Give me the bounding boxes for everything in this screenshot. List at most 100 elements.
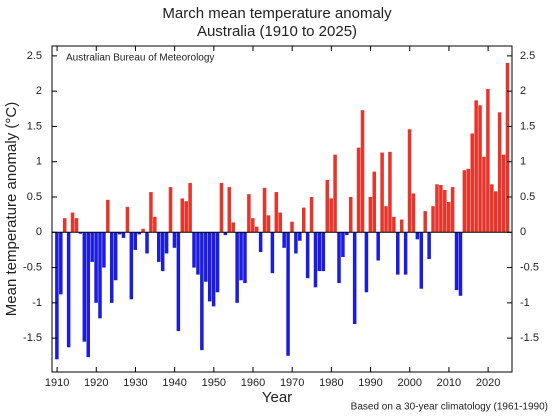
bar	[251, 218, 255, 233]
y2-tick-label: -1.5	[520, 332, 539, 344]
bar	[341, 232, 345, 257]
y2-tick-label: 1	[520, 156, 526, 168]
bar	[227, 187, 232, 233]
bar	[313, 232, 318, 288]
bar	[172, 232, 177, 248]
x-tick-label: 1940	[162, 377, 186, 389]
bar	[317, 232, 322, 272]
y-tick-label: 1	[36, 156, 42, 168]
y-tick-label: 0.5	[27, 191, 42, 203]
bar	[180, 198, 185, 233]
bar	[384, 206, 388, 233]
plot-frame	[51, 45, 513, 373]
bar	[82, 232, 87, 342]
bar	[188, 182, 192, 233]
bar	[337, 232, 341, 284]
bar	[364, 232, 369, 293]
bar	[160, 232, 165, 272]
bar	[176, 232, 181, 332]
y2-tick-label: 0.5	[520, 191, 535, 203]
bar	[446, 201, 451, 233]
bar	[443, 189, 447, 233]
bar	[466, 168, 471, 233]
y2-tick-label: 2	[520, 85, 526, 97]
bar	[396, 232, 400, 275]
bar	[325, 180, 330, 233]
bar	[407, 129, 412, 233]
bar	[149, 192, 153, 233]
bar	[196, 232, 200, 275]
bar	[329, 198, 333, 233]
x-tick-label: 1950	[202, 377, 226, 389]
y-tick-label: 2.5	[27, 50, 42, 62]
bar	[231, 222, 235, 233]
bar	[505, 62, 510, 233]
x-tick-label: 1990	[358, 377, 382, 389]
y2-tick-label: 2.5	[520, 50, 535, 62]
x-tick-label: 1980	[319, 377, 343, 389]
bar	[254, 226, 259, 233]
bar	[215, 232, 220, 293]
bar	[262, 187, 267, 233]
chart-subtitle: Australia (1910 to 2025)	[197, 23, 357, 40]
bar	[78, 232, 83, 234]
bar	[274, 192, 279, 233]
bar	[399, 219, 404, 233]
bar	[301, 207, 306, 233]
bar	[305, 232, 310, 279]
bar	[94, 232, 98, 303]
bar	[90, 232, 94, 262]
bar	[290, 221, 294, 233]
bar	[192, 232, 196, 268]
y2-tick-label: 0	[520, 226, 526, 238]
bar	[200, 232, 204, 351]
bar	[419, 232, 424, 289]
bar	[388, 151, 392, 233]
x-tick-label: 1910	[45, 377, 69, 389]
bar	[501, 154, 506, 233]
bar	[454, 232, 459, 291]
bar	[70, 212, 75, 233]
bar	[403, 232, 408, 275]
bar	[113, 232, 118, 281]
y-tick-label: -1.5	[23, 332, 42, 344]
bar	[435, 184, 439, 233]
bar	[392, 216, 396, 233]
y-tick-label: -0.5	[23, 261, 42, 273]
chart-title: March mean temperature anomaly	[162, 5, 392, 22]
x-tick-label: 1920	[84, 377, 108, 389]
bar	[55, 232, 59, 360]
bar	[157, 232, 161, 262]
bar	[74, 218, 79, 233]
bar	[278, 212, 282, 233]
bar	[478, 105, 482, 233]
bar	[470, 133, 474, 233]
bar	[486, 89, 490, 233]
bar	[349, 197, 353, 233]
bar	[86, 232, 90, 358]
bar	[298, 232, 302, 241]
bar	[204, 232, 208, 282]
bar	[427, 232, 431, 260]
x-tick-label: 2010	[437, 377, 461, 389]
bar	[462, 170, 467, 233]
bar	[270, 232, 275, 274]
bar	[258, 232, 263, 253]
bar	[243, 232, 247, 284]
y-tick-label: 2	[36, 85, 42, 97]
bar	[164, 232, 169, 254]
x-tick-label: 2000	[397, 377, 421, 389]
bar	[141, 228, 145, 233]
bar	[207, 232, 212, 302]
bar	[493, 191, 498, 233]
bar	[474, 100, 478, 233]
x-tick-label: 1970	[280, 377, 304, 389]
bar	[376, 232, 380, 261]
x-tick-label: 1930	[123, 377, 147, 389]
bar	[309, 197, 314, 233]
bar	[145, 232, 149, 254]
y2-tick-label: -0.5	[520, 261, 539, 273]
y-tick-label: 1.5	[27, 120, 42, 132]
bar	[345, 232, 349, 236]
